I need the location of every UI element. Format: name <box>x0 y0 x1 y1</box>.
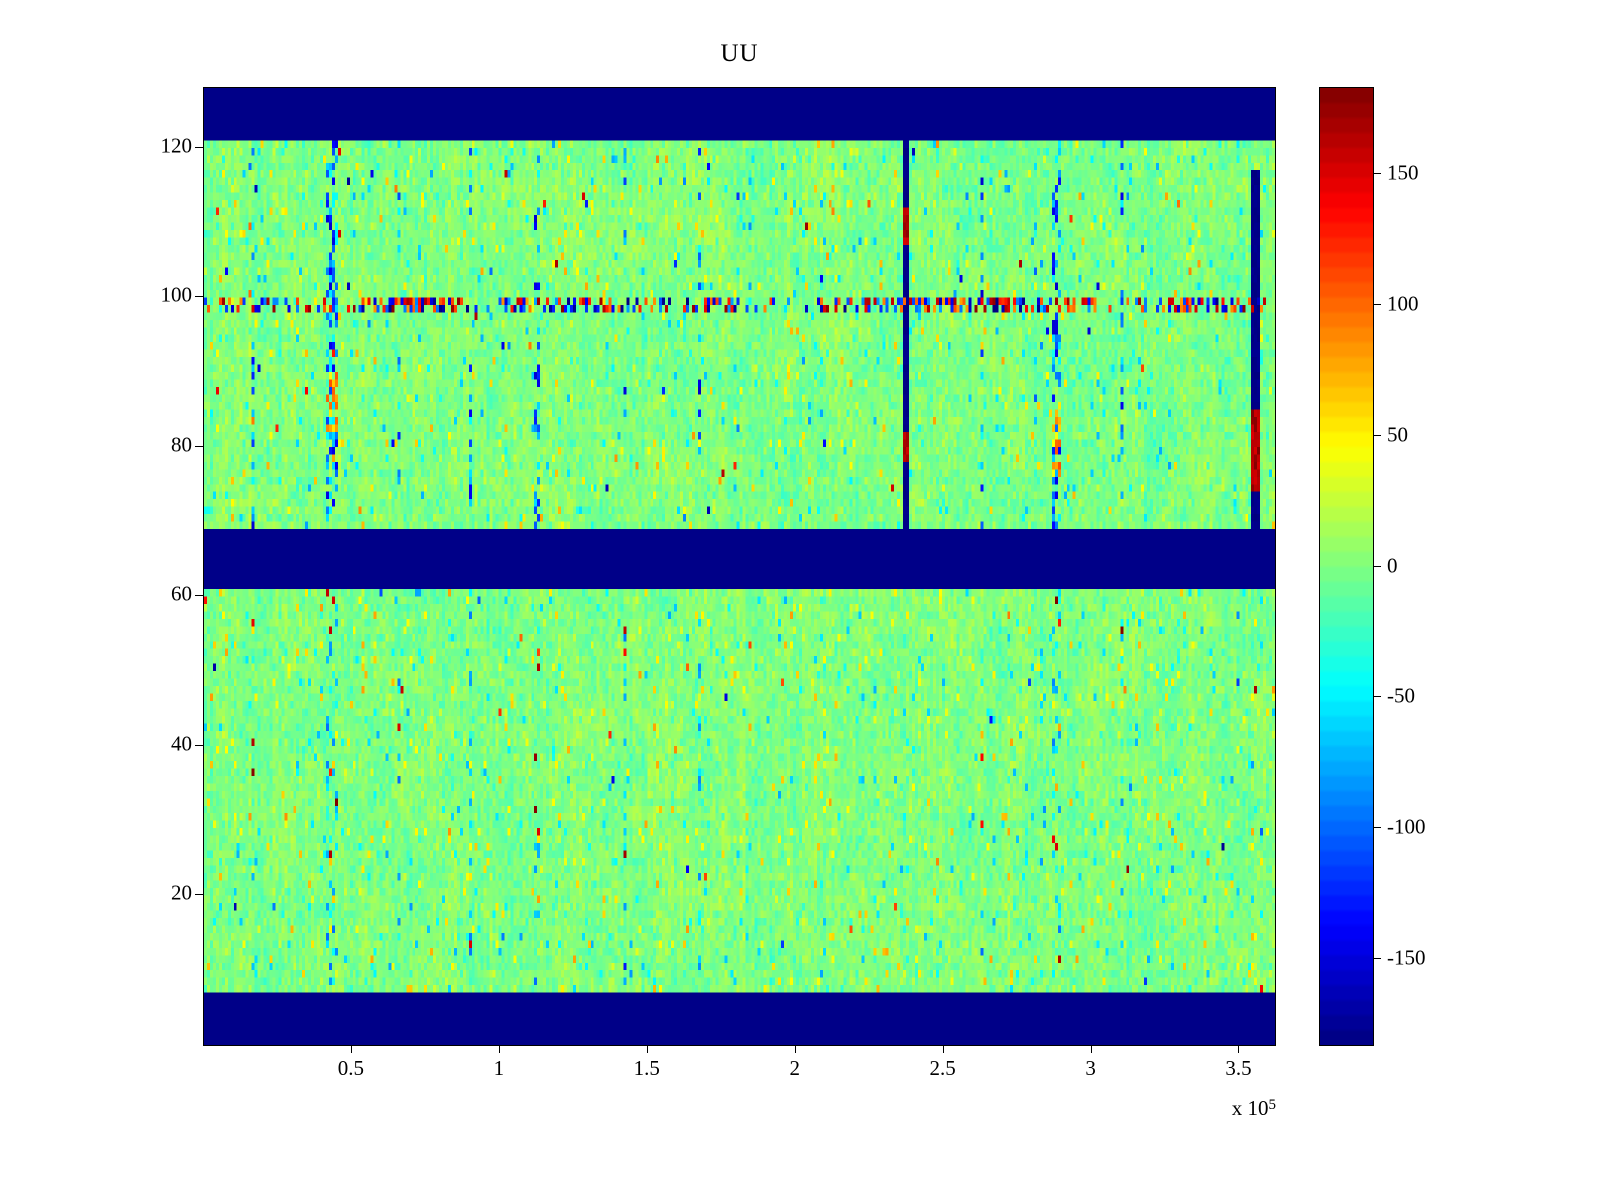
colorbar-tick-mark <box>1374 826 1381 828</box>
x-tick-label: 1 <box>493 1056 505 1080</box>
y-tick-mark <box>195 595 203 597</box>
x-axis-multiplier-label: x 105 <box>1200 1096 1276 1121</box>
x-tick-label: 1.5 <box>633 1056 660 1080</box>
y-tick-mark <box>195 744 203 746</box>
y-tick-label: 100 <box>160 282 193 307</box>
x-tick-label: 2.5 <box>929 1056 956 1080</box>
chart-title: UU <box>720 40 759 67</box>
colorbar-tick-label: 0 <box>1387 553 1398 577</box>
y-tick-mark <box>195 296 203 298</box>
x-tick-mark <box>1238 1046 1240 1053</box>
x-tick-mark <box>646 1046 648 1053</box>
x-tick-mark <box>794 1046 796 1053</box>
x-tick-mark <box>1090 1046 1092 1053</box>
colorbar-tick-label: 150 <box>1387 160 1419 185</box>
x-axis-multiplier-base: x 10 <box>1231 1096 1269 1120</box>
y-tick-label: 40 <box>171 731 192 756</box>
y-tick-label: 80 <box>171 432 192 457</box>
y-tick-mark <box>195 445 203 447</box>
y-tick-mark <box>195 146 203 148</box>
x-tick-mark <box>498 1046 500 1053</box>
colorbar <box>1319 87 1374 1046</box>
x-tick-mark <box>350 1046 352 1053</box>
x-axis-multiplier-exponent: 5 <box>1268 1097 1277 1113</box>
colorbar-tick-mark <box>1374 434 1381 436</box>
colorbar-canvas <box>1320 88 1373 1045</box>
y-tick-label: 120 <box>160 133 193 158</box>
heatmap-canvas <box>204 88 1275 1045</box>
y-tick-label: 20 <box>171 880 192 905</box>
colorbar-tick-mark <box>1374 565 1381 567</box>
colorbar-tick-mark <box>1374 957 1381 959</box>
y-tick-mark <box>195 894 203 896</box>
y-tick-label: 60 <box>171 581 192 606</box>
x-tick-label: 3 <box>1085 1056 1096 1080</box>
colorbar-tick-label: -150 <box>1387 945 1426 970</box>
colorbar-tick-label: -100 <box>1387 814 1426 839</box>
x-tick-label: 3.5 <box>1225 1056 1252 1080</box>
x-tick-label: 2 <box>789 1056 800 1080</box>
x-tick-mark <box>942 1046 944 1053</box>
colorbar-tick-mark <box>1374 304 1381 306</box>
x-tick-label: 0.5 <box>337 1056 365 1080</box>
plot-area <box>203 87 1276 1046</box>
colorbar-tick-label: -50 <box>1387 683 1415 708</box>
colorbar-tick-mark <box>1374 173 1381 175</box>
colorbar-tick-mark <box>1374 696 1381 698</box>
colorbar-tick-label: 100 <box>1387 291 1419 316</box>
colorbar-tick-label: 50 <box>1387 422 1408 447</box>
